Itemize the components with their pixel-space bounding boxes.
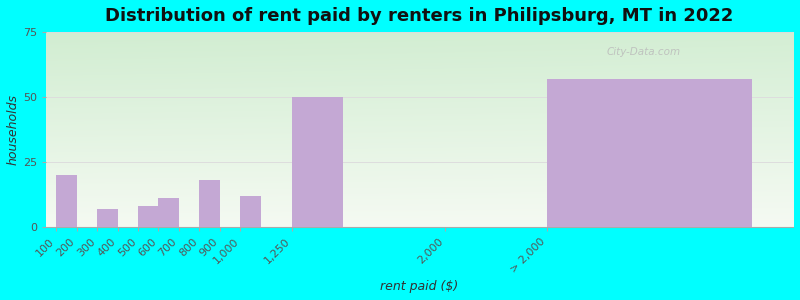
Bar <box>138 206 158 227</box>
Bar <box>547 79 752 227</box>
Bar <box>56 175 77 227</box>
Title: Distribution of rent paid by renters in Philipsburg, MT in 2022: Distribution of rent paid by renters in … <box>106 7 734 25</box>
Bar <box>240 196 261 227</box>
Bar <box>291 97 342 227</box>
Bar <box>199 180 220 227</box>
X-axis label: rent paid ($): rent paid ($) <box>380 280 458 293</box>
Bar <box>97 209 118 227</box>
Text: City-Data.com: City-Data.com <box>606 46 681 57</box>
Bar <box>158 198 179 227</box>
Y-axis label: households: households <box>7 94 20 165</box>
